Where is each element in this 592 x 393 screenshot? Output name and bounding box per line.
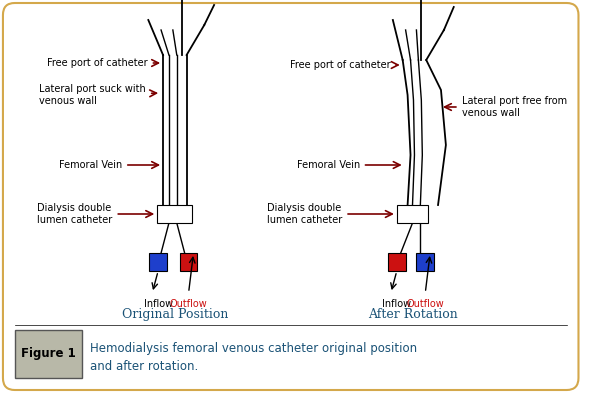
Text: Femoral Vein: Femoral Vein	[59, 160, 159, 170]
Text: Femoral Vein: Femoral Vein	[297, 160, 400, 170]
Text: Dialysis double
lumen catheter: Dialysis double lumen catheter	[37, 203, 153, 225]
Text: and after rotation.: and after rotation.	[91, 360, 198, 373]
Text: Inflow: Inflow	[144, 299, 173, 309]
Text: Lateral port free from
venous wall: Lateral port free from venous wall	[445, 96, 567, 118]
Text: Free port of catheter: Free port of catheter	[289, 60, 398, 70]
Text: Outflow: Outflow	[406, 299, 444, 309]
Bar	[15, 330, 82, 378]
Text: Figure 1: Figure 1	[21, 347, 76, 360]
Text: Hemodialysis femoral venous catheter original position: Hemodialysis femoral venous catheter ori…	[91, 342, 417, 355]
Bar	[180, 253, 197, 271]
FancyBboxPatch shape	[3, 3, 578, 390]
Text: Free port of catheter: Free port of catheter	[47, 58, 159, 68]
Text: Dialysis double
lumen catheter: Dialysis double lumen catheter	[267, 203, 392, 225]
Bar	[397, 205, 428, 223]
Bar	[388, 253, 406, 271]
Text: Outflow: Outflow	[170, 299, 207, 309]
Text: Inflow: Inflow	[382, 299, 411, 309]
Bar	[416, 253, 434, 271]
Bar	[157, 205, 192, 223]
Bar	[149, 253, 167, 271]
Text: Lateral port suck with
venous wall: Lateral port suck with venous wall	[39, 84, 156, 106]
Text: Original Position: Original Position	[121, 308, 228, 321]
Text: After Rotation: After Rotation	[368, 308, 458, 321]
